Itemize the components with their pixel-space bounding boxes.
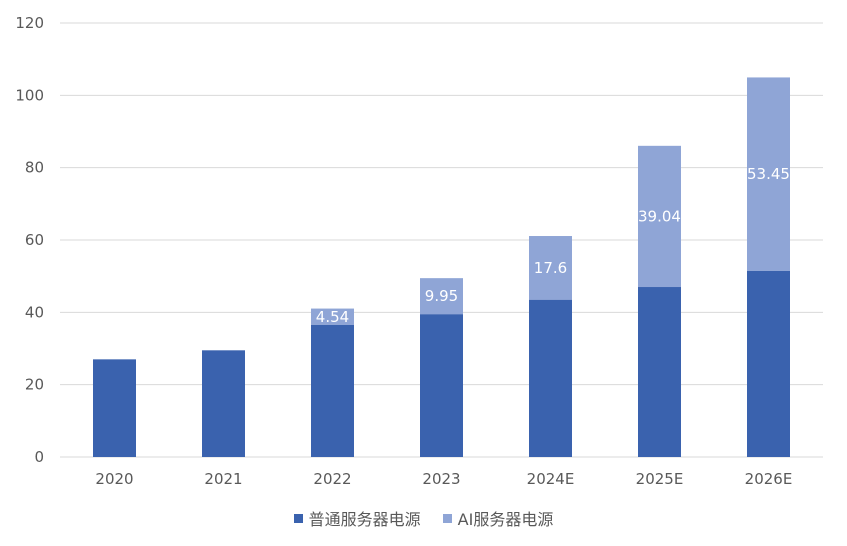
stacked-bar-chart: 0 20 40 60 80 100 120 4.54 9.95 17.6 39.04 53.45 2… [15,14,823,488]
data-label: 9.95 [425,287,458,305]
bar-segment-ai-psu [311,308,354,325]
bar-segment-ai-psu [529,236,572,300]
bar-segment-normal-psu [638,287,681,457]
data-label: 53.45 [747,165,790,183]
y-tick-label: 120 [15,14,44,32]
x-tick-label: 2021 [204,470,242,488]
y-axis: 0 20 40 60 80 100 120 [15,14,44,466]
y-tick-label: 60 [25,231,44,249]
y-tick-label: 80 [25,159,44,177]
y-tick-label: 20 [25,376,44,394]
bars [93,77,790,457]
x-tick-label: 2022 [313,470,351,488]
x-tick-label: 2026E [745,470,793,488]
legend-label-ai-psu: AI服务器电源 [457,510,554,529]
bar-segment-ai-psu [747,77,790,271]
x-tick-label: 2025E [636,470,684,488]
bar-segment-normal-psu [202,350,245,457]
legend-label-normal-psu: 普通服务器电源 [308,510,421,529]
legend-item-ai-psu: AI服务器电源 [442,506,554,530]
data-label: 4.54 [316,308,349,326]
bar-segment-normal-psu [93,359,136,457]
x-tick-label: 2020 [95,470,133,488]
y-tick-label: 100 [15,86,44,104]
bar-segment-normal-psu [311,324,354,457]
bar-segment-normal-psu [529,299,572,457]
y-tick-label: 40 [25,303,44,321]
bar-segment-normal-psu [747,270,790,457]
legend: 普通服务器电源 AI服务器电源 [0,506,847,530]
legend-swatch-ai-psu [442,513,452,523]
x-axis: 2020 2021 2022 2023 2024E 2025E 2026E [95,470,792,488]
bar-segment-ai-psu [420,278,463,315]
bar-segment-ai-psu [638,145,681,288]
data-label: 17.6 [534,259,567,277]
y-tick-label: 0 [34,448,44,466]
legend-swatch-normal-psu [293,513,303,523]
data-label: 39.04 [638,207,681,225]
x-tick-label: 2024E [527,470,575,488]
x-tick-label: 2023 [422,470,460,488]
bar-segment-normal-psu [420,314,463,457]
data-labels: 4.54 9.95 17.6 39.04 53.45 [316,165,790,326]
legend-item-normal-psu: 普通服务器电源 [293,506,421,530]
